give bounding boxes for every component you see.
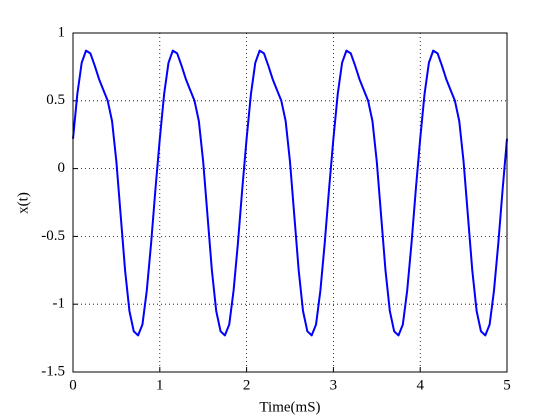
y-tick-label: -0.5	[41, 228, 65, 244]
x-axis-label: Time(mS)	[259, 399, 320, 415]
x-tick-label: 1	[156, 377, 164, 393]
x-tick-label: 2	[243, 377, 251, 393]
y-axis-label: x(t)	[15, 192, 31, 214]
y-tick-label: -1	[53, 296, 66, 312]
x-tick-label: 0	[69, 377, 77, 393]
x-tick-label: 4	[416, 377, 424, 393]
y-tick-label: -1.5	[41, 363, 65, 379]
y-tick-label: 0.5	[46, 92, 65, 108]
y-tick-label: 0	[58, 160, 66, 176]
x-tick-label: 3	[330, 377, 338, 393]
x-tick-label: 5	[503, 377, 511, 393]
y-tick-label: 1	[58, 24, 66, 40]
data-line	[72, 49, 508, 337]
axes-box	[72, 32, 508, 373]
plot-area	[73, 33, 507, 372]
